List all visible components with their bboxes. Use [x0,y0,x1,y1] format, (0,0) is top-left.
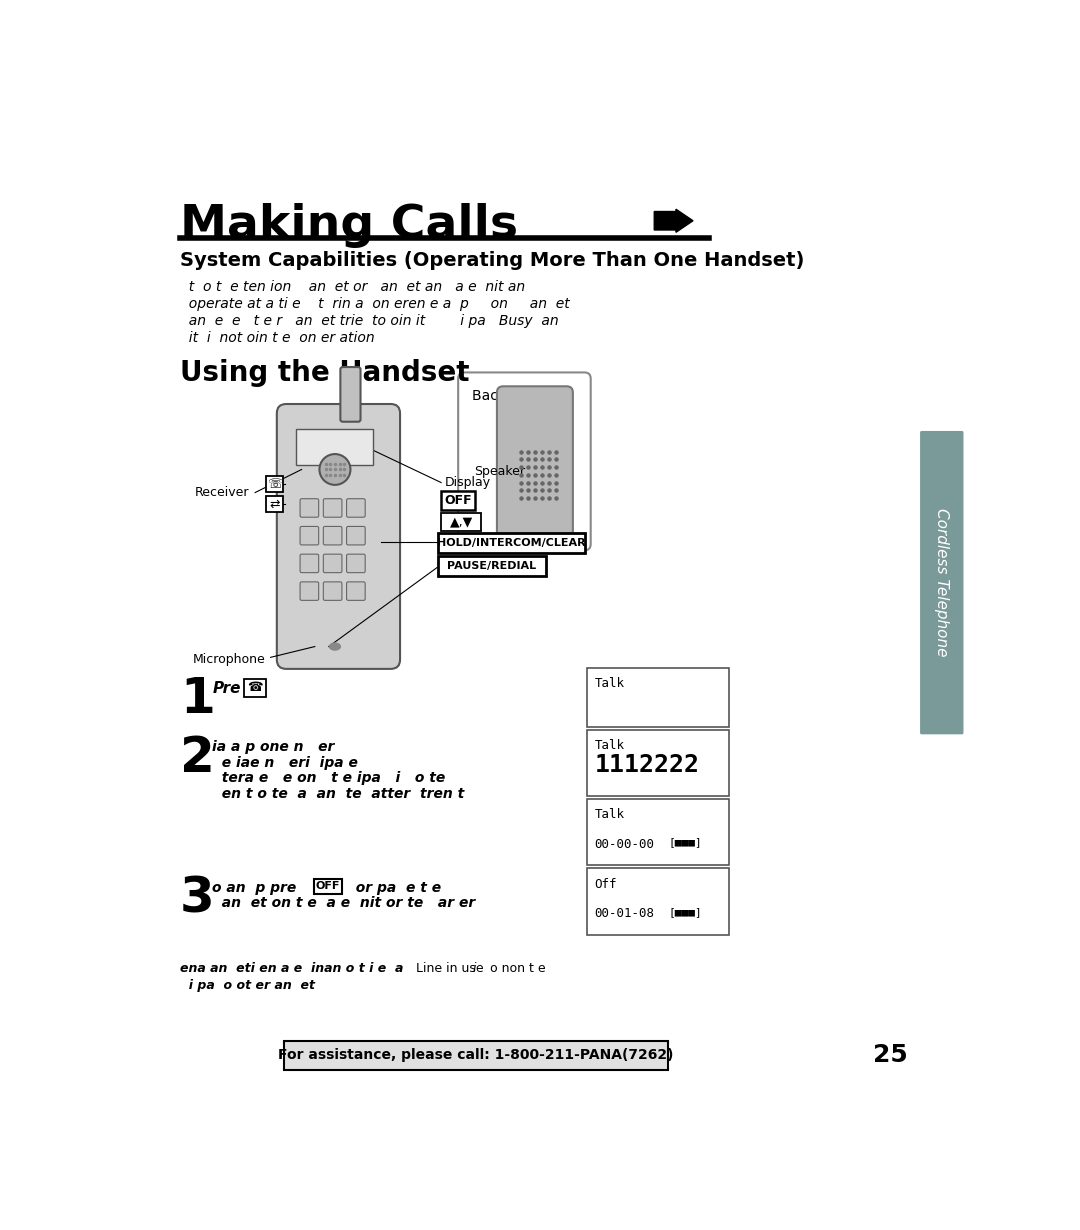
Text: Talk: Talk [595,808,624,822]
Text: t  o t  e ten ion    an  et or   an  et an   a e  nit an: t o t e ten ion an et or an et an a e ni… [180,280,525,294]
Text: en t o te  a  an  te  atter  tren t: en t o te a an te atter tren t [213,787,464,801]
Text: Talk: Talk [595,739,624,752]
Text: o non t e: o non t e [482,962,545,975]
FancyBboxPatch shape [284,1041,669,1070]
Text: Cordless Telephone: Cordless Telephone [934,508,949,657]
Text: 00-01-08: 00-01-08 [595,907,654,920]
FancyBboxPatch shape [438,556,545,576]
FancyBboxPatch shape [438,534,584,554]
FancyBboxPatch shape [441,513,482,531]
FancyBboxPatch shape [586,668,729,727]
Text: e iae n   eri  ipa e: e iae n eri ipa e [213,756,359,770]
Text: o an  p pre: o an p pre [213,881,301,894]
Text: i: i [473,962,476,975]
FancyBboxPatch shape [300,555,319,573]
FancyBboxPatch shape [586,868,729,935]
FancyBboxPatch shape [340,367,361,422]
FancyBboxPatch shape [586,800,729,865]
Text: 25: 25 [874,1043,908,1068]
Text: tera e   e on   t e ipa   i   o te: tera e e on t e ipa i o te [213,771,446,785]
Text: ▲,▼: ▲,▼ [449,515,473,529]
FancyBboxPatch shape [347,555,365,573]
FancyBboxPatch shape [920,430,963,734]
Text: 1: 1 [180,675,215,723]
Text: ⇄: ⇄ [269,498,280,510]
Text: ☏: ☏ [267,477,282,491]
Text: Microphone: Microphone [192,653,266,667]
Text: 1112222: 1112222 [595,753,700,777]
FancyBboxPatch shape [300,526,319,545]
Text: [■■■]: [■■■] [669,907,703,916]
Text: or pa  e t e: or pa e t e [346,881,441,894]
FancyBboxPatch shape [458,373,591,550]
Text: Pre: Pre [213,681,241,696]
FancyBboxPatch shape [300,498,319,517]
Text: Using the Handset: Using the Handset [180,359,470,387]
Text: Receiver: Receiver [195,486,249,499]
FancyBboxPatch shape [323,526,342,545]
FancyArrow shape [654,209,693,232]
Ellipse shape [329,643,340,649]
FancyBboxPatch shape [347,526,365,545]
Text: Back side: Back side [472,390,539,403]
FancyBboxPatch shape [323,498,342,517]
Text: PAUSE/REDIAL: PAUSE/REDIAL [447,561,536,571]
Text: [■■■]: [■■■] [669,838,703,847]
Text: ☎: ☎ [247,681,262,694]
FancyBboxPatch shape [244,679,266,696]
Text: Talk: Talk [595,678,624,690]
FancyBboxPatch shape [300,582,319,600]
Text: OFF: OFF [444,494,472,507]
Text: it  i  not oin t e  on er ation: it i not oin t e on er ation [180,331,375,344]
Text: an  et on t e  a e  nit or te   ar er: an et on t e a e nit or te ar er [213,895,476,910]
Text: Line in use: Line in use [413,962,488,975]
Text: ena an  eti en a e  inan o t i e  a: ena an eti en a e inan o t i e a [180,962,403,975]
Text: 2: 2 [180,734,215,782]
FancyBboxPatch shape [441,491,475,510]
Text: Off: Off [595,877,617,891]
Text: HOLD/INTERCOM/CLEAR: HOLD/INTERCOM/CLEAR [436,539,585,549]
FancyBboxPatch shape [586,729,729,796]
Text: OFF: OFF [315,882,340,892]
Circle shape [320,454,350,485]
FancyBboxPatch shape [347,582,365,600]
FancyBboxPatch shape [266,476,283,492]
Text: Speaker: Speaker [474,465,525,477]
FancyBboxPatch shape [266,497,283,512]
FancyBboxPatch shape [497,386,572,538]
Text: Display: Display [445,476,491,490]
Text: Making Calls: Making Calls [180,203,518,248]
Text: an  e  e   t e r   an  et trie  to oin it        i pa   Busy  an: an e e t e r an et trie to oin it i pa B… [180,314,558,328]
FancyBboxPatch shape [276,403,400,669]
FancyBboxPatch shape [296,429,373,465]
Text: ia a p one n   er: ia a p one n er [213,740,335,754]
Text: 00-00-00: 00-00-00 [595,838,654,850]
Text: System Capabilities (Operating More Than One Handset): System Capabilities (Operating More Than… [180,251,805,269]
Text: operate at a ti e    t  rin a  on eren e a  p     on     an  et: operate at a ti e t rin a on eren e a p … [180,296,570,311]
Text: For assistance, please call: 1-800-211-PANA(7262): For assistance, please call: 1-800-211-P… [279,1048,674,1063]
FancyBboxPatch shape [314,879,342,894]
FancyBboxPatch shape [347,498,365,517]
FancyBboxPatch shape [323,582,342,600]
Text: i pa  o ot er an  et: i pa o ot er an et [180,979,315,993]
Text: 3: 3 [180,875,215,922]
FancyBboxPatch shape [323,555,342,573]
